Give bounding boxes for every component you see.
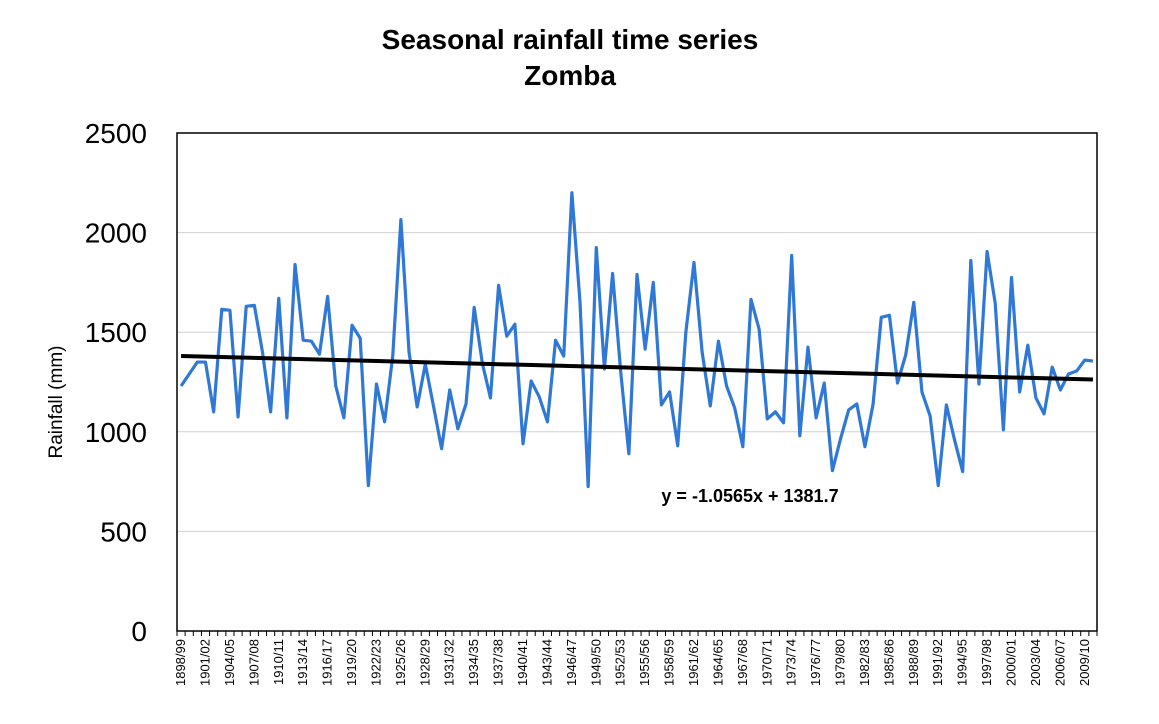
- x-tick-label: 1937/38: [491, 639, 506, 686]
- x-tick-label: 1973/74: [784, 639, 799, 686]
- x-tick-label: 1925/26: [393, 639, 408, 686]
- y-axis-title: Rainfall (mm): [46, 346, 67, 459]
- x-tick-label: 1916/17: [320, 639, 335, 686]
- y-tick-label: 2000: [85, 218, 147, 249]
- x-tick-label: 1952/53: [613, 639, 628, 686]
- x-tick-label: 1931/32: [442, 639, 457, 686]
- x-tick-label: 2006/07: [1052, 639, 1067, 686]
- x-tick-label: 1907/08: [246, 639, 261, 686]
- x-tick-label: 1991/92: [930, 639, 945, 686]
- x-tick-label: 1967/68: [735, 639, 750, 686]
- x-tick-label: 1988/89: [906, 639, 921, 686]
- x-tick-label: 1919/20: [344, 639, 359, 686]
- series-layer: [179, 191, 1094, 489]
- x-tick-label: 1943/44: [539, 639, 554, 686]
- x-tick-label: 1976/77: [808, 639, 823, 686]
- plot-area-frame: [176, 132, 1098, 632]
- y-tick-label: 2500: [85, 118, 147, 149]
- y-tick-label: 0: [131, 616, 147, 647]
- chart-subtitle: Zomba: [524, 60, 616, 91]
- x-tick-label: 1979/80: [833, 639, 848, 686]
- x-tick-label: 1940/41: [515, 639, 530, 686]
- x-tick-label: 1997/98: [979, 639, 994, 686]
- x-tick-label: 1949/50: [588, 639, 603, 686]
- trend-line: [181, 353, 1093, 382]
- x-tick-label: 1961/62: [686, 639, 701, 686]
- rainfall-series-line: [179, 191, 1094, 489]
- x-axis-tick-labels: 1898/99 1901/02 1904/05 1907/08 1910/11 1913/…: [173, 631, 1098, 686]
- x-tick-label: 2000/01: [1004, 639, 1019, 686]
- y-tick-label: 500: [100, 516, 147, 547]
- x-tick-label: 1994/95: [955, 639, 970, 686]
- x-tick-label: 1985/86: [881, 639, 896, 686]
- x-tick-label: 1970/71: [759, 639, 774, 686]
- x-tick-label: 1922/23: [368, 639, 383, 686]
- x-tick-label: 1904/05: [222, 639, 237, 686]
- y-axis-tick-labels: 0 500 1000 1500 2000 2500: [85, 118, 147, 647]
- x-tick-label: 1964/65: [710, 639, 725, 686]
- x-tick-label: 1910/11: [271, 639, 286, 685]
- x-tick-label: 1934/35: [466, 639, 481, 686]
- x-tick-label: 1928/29: [417, 639, 432, 686]
- x-tick-label: 1898/99: [173, 639, 188, 686]
- x-tick-label: 2003/04: [1028, 639, 1043, 686]
- chart-title: Seasonal rainfall time series: [381, 24, 759, 55]
- y-tick-label: 1500: [85, 317, 147, 348]
- x-tick-label: 1955/56: [637, 639, 652, 686]
- y-tick-label: 1000: [85, 417, 147, 448]
- x-tick-label: 2009/10: [1077, 639, 1092, 686]
- x-tick-label: 1982/83: [857, 639, 872, 686]
- x-tick-label: 1913/14: [295, 639, 310, 686]
- chart-title-block: Seasonal rainfall time series Zomba: [200, 22, 940, 94]
- x-tick-label: 1946/47: [564, 639, 579, 686]
- trendline-equation: y = -1.0565x + 1381.7: [661, 486, 838, 506]
- x-tick-label: 1901/02: [197, 639, 212, 686]
- x-tick-label: 1958/59: [662, 639, 677, 686]
